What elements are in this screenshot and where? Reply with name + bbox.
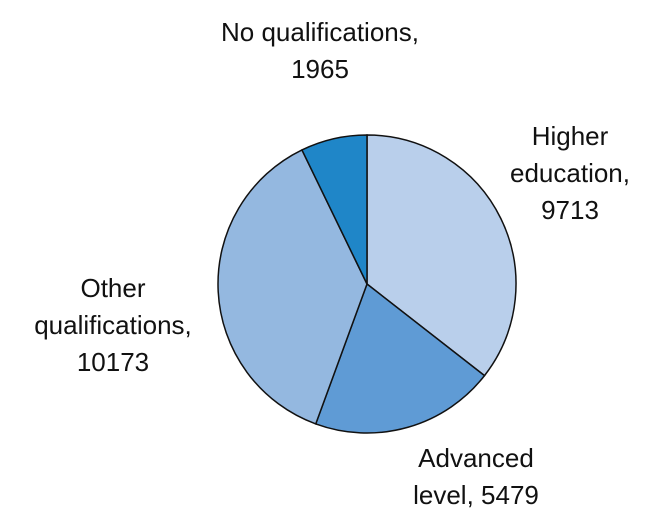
slice-label: Advanced level, 5479 [413,443,539,510]
category-name: Advanced level [413,443,534,510]
value-label: 10173 [76,347,150,377]
value-label: 9713 [541,195,599,225]
slice-label: No qualifications, 1965 [220,14,420,88]
pie-slice [217,148,368,425]
category-name: Other qualifications [34,273,185,340]
value-label: 1965 [291,54,349,84]
pie-slice [366,134,517,377]
category-name: No qualifications [220,17,412,47]
pie-slice [314,282,486,434]
pie-slice [300,134,368,285]
value-label: 5479 [481,480,539,510]
slice-label: Other qualifications, 10173 [11,270,216,381]
slice-label: Higher education, 9713 [495,118,645,229]
category-name: Higher education [510,121,623,188]
